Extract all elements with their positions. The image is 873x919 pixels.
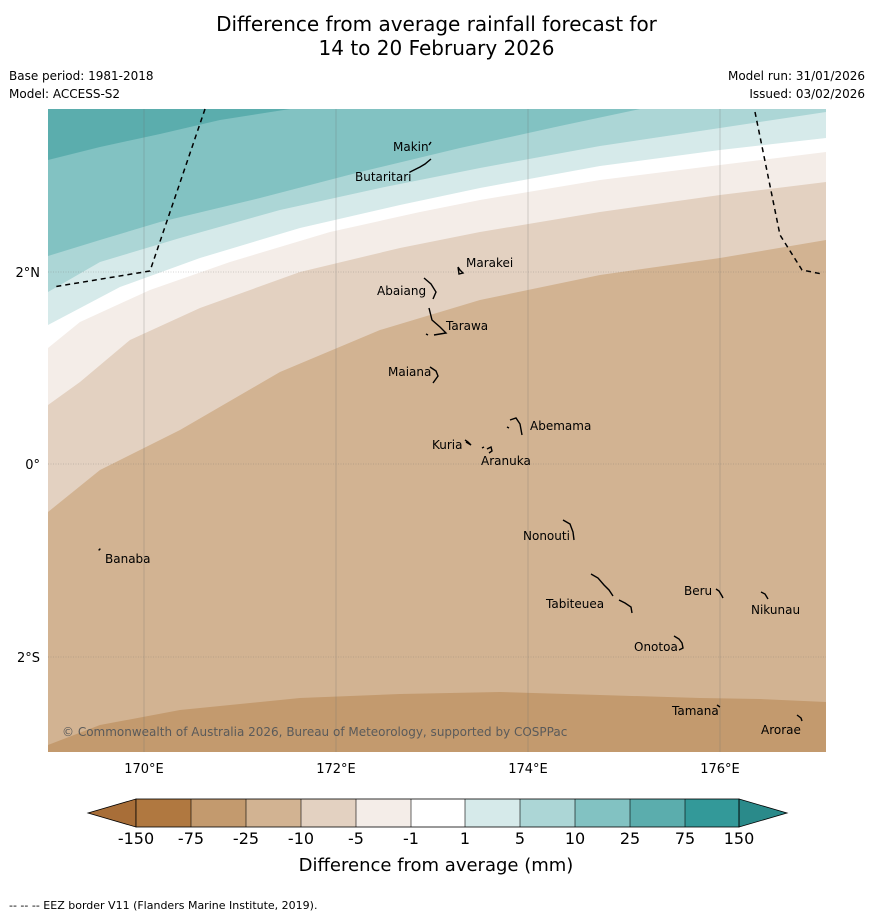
colorbar-tick-label: 25 bbox=[620, 829, 640, 848]
lat-tick-label: 0° bbox=[25, 458, 40, 473]
lat-tick-label: 2°N bbox=[16, 266, 41, 281]
island-label: Marakei bbox=[466, 256, 513, 270]
island-label: Maiana bbox=[388, 365, 431, 379]
island-shape-banaba bbox=[98, 548, 101, 551]
eez-border-east bbox=[754, 111, 823, 275]
colorbar-bin bbox=[246, 799, 301, 827]
colorbar-bin bbox=[465, 799, 520, 827]
colorbar-frame bbox=[135, 798, 740, 828]
island-outlines bbox=[98, 141, 803, 722]
island-shape-makin bbox=[428, 141, 432, 146]
colorbar-bin bbox=[411, 799, 465, 827]
colorbar-tick-label: 5 bbox=[515, 829, 525, 848]
axis-ticks: 170°E 172°E 174°E 176°E 2°N 0° 2°S bbox=[16, 266, 740, 777]
island-shape-marakei bbox=[457, 266, 465, 275]
island-label: Makin bbox=[393, 140, 429, 154]
island-label: Abemama bbox=[530, 419, 591, 433]
island-shape-abemama bbox=[506, 417, 523, 436]
colorbar-arrow-high bbox=[738, 798, 789, 828]
colorbar-tick-label: -150 bbox=[118, 829, 154, 848]
island-label: Tarawa bbox=[445, 319, 488, 333]
island-shape-nikunau bbox=[760, 591, 769, 600]
island-label: Abaiang bbox=[377, 284, 426, 298]
island-shape-maiana bbox=[429, 366, 439, 384]
island-label: Tabiteuea bbox=[545, 597, 604, 611]
issued-date: Issued: 03/02/2026 bbox=[749, 87, 865, 101]
lon-tick-label: 174°E bbox=[508, 762, 548, 777]
colorbar-title: Difference from average (mm) bbox=[299, 855, 574, 876]
colorbar-bin bbox=[685, 799, 739, 827]
contour-band-minus75-minus25 bbox=[48, 692, 826, 752]
colorbar-bin bbox=[520, 799, 575, 827]
colorbar-bin bbox=[630, 799, 685, 827]
graticule bbox=[48, 109, 826, 752]
colorbar-tick-label: -5 bbox=[348, 829, 364, 848]
chart-title: Difference from average rainfall forecas… bbox=[0, 12, 873, 60]
lon-tick-label: 176°E bbox=[700, 762, 740, 777]
island-shape-nonouti bbox=[562, 519, 575, 541]
island-label: Nonouti bbox=[523, 529, 570, 543]
island-shape-kuria bbox=[464, 439, 472, 446]
island-shape-abaiang bbox=[423, 277, 437, 300]
meta-right: Model run: 31/01/2026 Issued: 03/02/2026 bbox=[728, 67, 865, 103]
colorbar-ticks: -150 -75 -25 -10 -5 -1 1 5 10 25 75 150 bbox=[118, 829, 754, 848]
island-shape-tarawa bbox=[425, 307, 448, 336]
colorbar-tick-label: -25 bbox=[233, 829, 259, 848]
model-name: Model: ACCESS-S2 bbox=[9, 87, 121, 101]
colorbar-bin bbox=[136, 799, 191, 827]
island-shape-tamana bbox=[716, 704, 721, 708]
colorbar: -150 -75 -25 -10 -5 -1 1 5 10 25 75 150 … bbox=[86, 798, 789, 876]
colorbar-bin bbox=[301, 799, 356, 827]
island-label: Aranuka bbox=[481, 454, 531, 468]
lon-tick-label: 170°E bbox=[124, 762, 164, 777]
island-label: Arorae bbox=[761, 723, 801, 737]
rainfall-contours bbox=[48, 109, 826, 752]
colorbar-tick-label: 75 bbox=[675, 829, 695, 848]
island-label: Tamana bbox=[671, 704, 719, 718]
island-shape-butaritari bbox=[409, 158, 432, 173]
island-shape-aranuka bbox=[481, 445, 493, 454]
eez-footnote: -- -- -- EEZ border V11 (Flanders Marine… bbox=[9, 899, 318, 912]
island-label: Kuria bbox=[432, 438, 463, 452]
colorbar-tick-label: 150 bbox=[724, 829, 755, 848]
island-label: Beru bbox=[684, 584, 712, 598]
island-labels: Makin Butaritari Marakei Abaiang Tarawa … bbox=[105, 140, 801, 737]
colorbar-tick-label: -1 bbox=[403, 829, 419, 848]
colorbar-bin bbox=[575, 799, 630, 827]
contour-band-25-75 bbox=[48, 109, 290, 160]
lat-tick-label: 2°S bbox=[17, 651, 40, 666]
colorbar-tick-label: 10 bbox=[565, 829, 585, 848]
title-line-1: Difference from average rainfall forecas… bbox=[216, 12, 657, 36]
island-shape-tabiteuea bbox=[590, 573, 633, 614]
colorbar-bin bbox=[191, 799, 246, 827]
meta-left: Base period: 1981-2018 Model: ACCESS-S2 bbox=[9, 67, 154, 103]
eez-border-west bbox=[52, 108, 206, 288]
lon-tick-label: 172°E bbox=[316, 762, 356, 777]
island-shape-beru bbox=[715, 588, 724, 599]
colorbar-dividers bbox=[190, 799, 686, 827]
colorbar-bin bbox=[356, 799, 411, 827]
eez-border bbox=[52, 108, 823, 288]
base-period: Base period: 1981-2018 bbox=[9, 69, 154, 83]
model-run: Model run: 31/01/2026 bbox=[727, 69, 865, 83]
island-label: Banaba bbox=[105, 552, 151, 566]
island-label: Butaritari bbox=[355, 170, 412, 184]
colorbar-arrow-low bbox=[86, 798, 137, 828]
island-label: Onotoa bbox=[634, 640, 678, 654]
colorbar-tick-label: 1 bbox=[460, 829, 470, 848]
contour-band-10-25 bbox=[48, 109, 640, 256]
colorbar-tick-label: -10 bbox=[288, 829, 314, 848]
title-line-2: 14 to 20 February 2026 bbox=[318, 36, 555, 60]
island-shape-arorae bbox=[796, 714, 803, 722]
copyright-notice: © Commonwealth of Australia 2026, Bureau… bbox=[62, 725, 567, 739]
island-shape-onotoa bbox=[673, 635, 684, 651]
colorbar-tick-label: -75 bbox=[178, 829, 204, 848]
island-label: Nikunau bbox=[751, 603, 800, 617]
